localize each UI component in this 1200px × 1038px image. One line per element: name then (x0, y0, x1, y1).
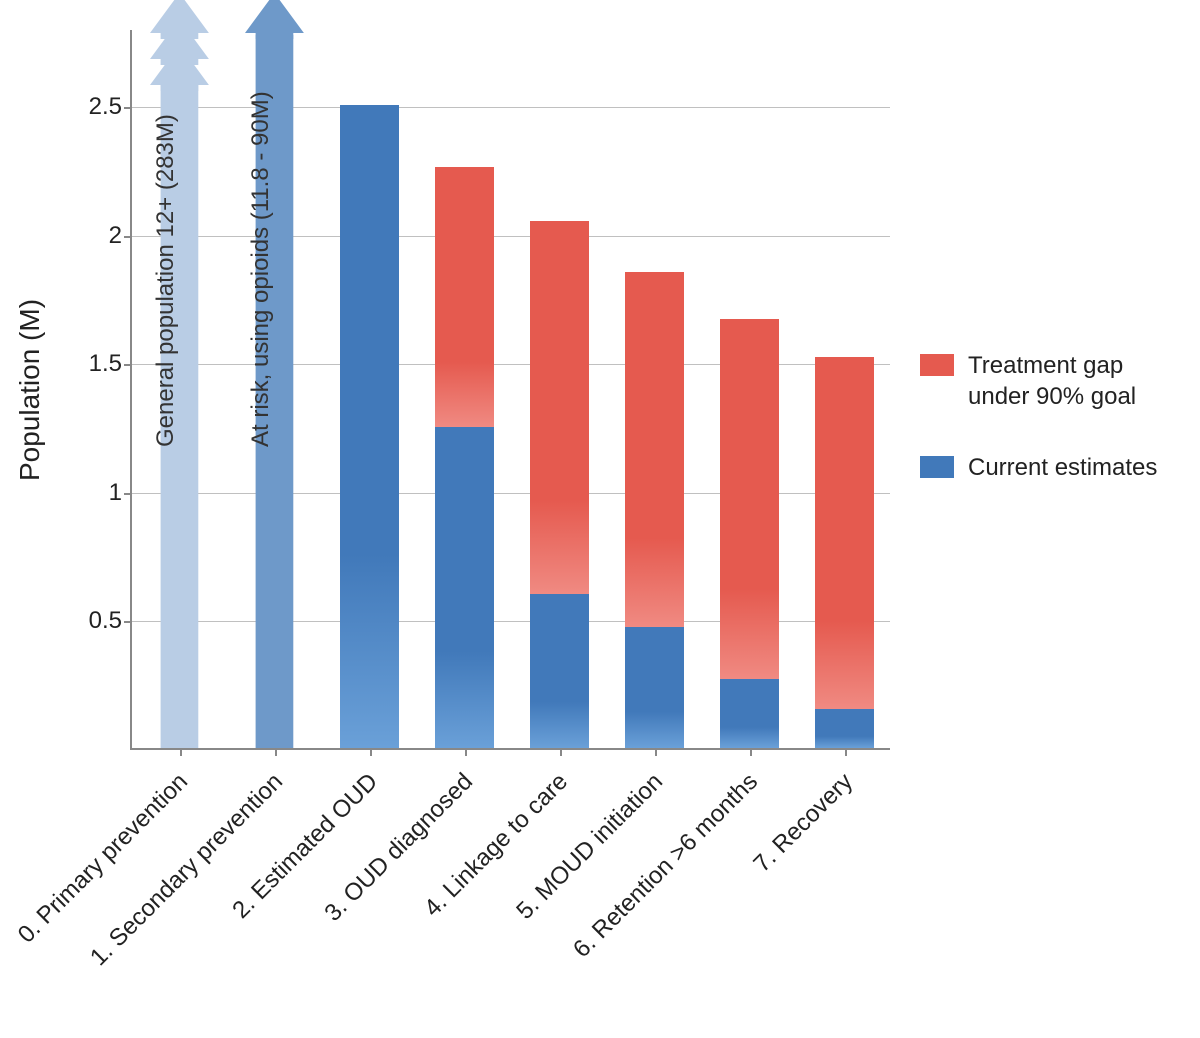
bar-segment-current (530, 594, 589, 748)
xtick-mark (845, 748, 847, 756)
xtick-mark (180, 748, 182, 756)
ytick-label: 1.5 (89, 350, 122, 378)
bar-group (815, 357, 874, 748)
bar-segment-gap (625, 272, 684, 627)
xtick-mark (465, 748, 467, 756)
ytick-mark (124, 493, 132, 495)
xtick-mark (370, 748, 372, 756)
legend-label-gap: Treatment gap under 90% goal (968, 350, 1188, 412)
legend-label-current: Current estimates (968, 452, 1157, 483)
bar-segment-gap (530, 221, 589, 594)
legend-swatch-current (920, 456, 954, 478)
ytick-label: 1 (109, 479, 122, 507)
legend-swatch-gap (920, 354, 954, 376)
ytick-mark (124, 364, 132, 366)
xtick-mark (750, 748, 752, 756)
xtick-mark (275, 748, 277, 756)
y-axis-label: Population (M) (14, 299, 46, 481)
bar-group (530, 221, 589, 748)
bar-segment-current (625, 627, 684, 748)
legend: Treatment gap under 90% goal Current est… (920, 350, 1188, 524)
ytick-mark (124, 621, 132, 623)
bar-segment-gap (815, 357, 874, 709)
legend-item-current: Current estimates (920, 452, 1188, 483)
ytick-mark (124, 236, 132, 238)
bar-segment-current (720, 679, 779, 748)
bar-segment-current (340, 105, 399, 748)
bar-group (340, 105, 399, 748)
bar-segment-gap (435, 167, 494, 427)
ytick-label: 0.5 (89, 607, 122, 635)
xtick-mark (560, 748, 562, 756)
cascade-chart: Population (M) 0.511.522.5General popula… (0, 0, 1200, 1038)
ytick-label: 2.5 (89, 93, 122, 121)
bar-segment-gap (720, 319, 779, 679)
bar-segment-current (815, 709, 874, 748)
bar-group (625, 272, 684, 748)
bar-group (435, 167, 494, 748)
bar-segment-current (435, 427, 494, 748)
ytick-mark (124, 107, 132, 109)
plot-area: 0.511.522.5General population 12+ (283M)… (130, 30, 890, 750)
xtick-mark (655, 748, 657, 756)
legend-item-gap: Treatment gap under 90% goal (920, 350, 1188, 412)
bar-group (720, 319, 779, 748)
ytick-label: 2 (109, 222, 122, 250)
